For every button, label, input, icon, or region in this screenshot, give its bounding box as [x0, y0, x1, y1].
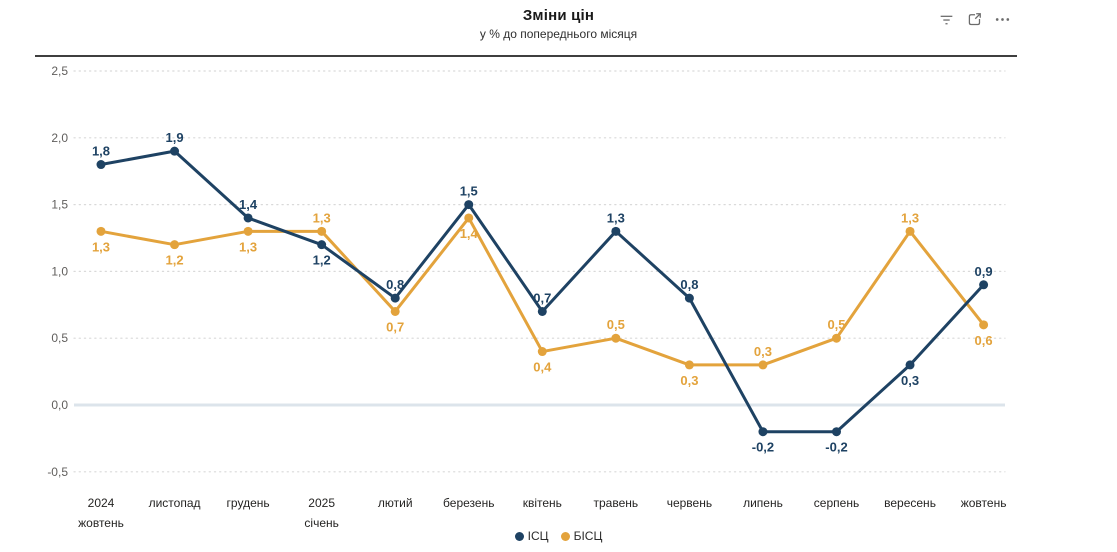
legend-item-bicc[interactable]: БІСЦ	[560, 529, 603, 543]
data-label: 1,2	[313, 253, 331, 268]
data-label: 0,7	[533, 290, 551, 305]
legend-label-icc: ІСЦ	[527, 529, 549, 543]
data-point[interactable]	[464, 213, 474, 223]
x-category-label: травень	[594, 496, 639, 510]
data-label: 0,6	[975, 333, 993, 348]
data-label: 0,3	[901, 373, 919, 388]
data-point[interactable]	[611, 333, 621, 343]
y-tick-label: 1,0	[51, 264, 68, 278]
x-category-label: вересень	[884, 496, 936, 510]
data-label: 1,3	[901, 210, 919, 225]
data-label: 1,8	[92, 144, 110, 159]
data-label: 1,3	[313, 210, 331, 225]
x-category-label: березень	[443, 496, 494, 510]
data-label: 1,2	[166, 253, 184, 268]
data-label: -0,2	[752, 440, 774, 455]
data-label: 1,9	[166, 130, 184, 145]
data-label: -0,2	[825, 440, 847, 455]
chart-header: Зміни цін у % до попереднього місяця	[0, 7, 1117, 41]
visual-header-icons	[938, 11, 1011, 28]
x-category-label: лютий	[378, 496, 413, 510]
data-label: 1,3	[239, 239, 257, 254]
data-point[interactable]	[611, 226, 621, 236]
data-point[interactable]	[96, 160, 106, 170]
legend-label-bicc: БІСЦ	[573, 529, 603, 543]
x-category-label: січень	[304, 516, 338, 530]
data-point[interactable]	[390, 293, 400, 303]
chart-title: Зміни цін	[522, 7, 595, 24]
focus-mode-icon[interactable]	[966, 11, 983, 28]
chart-subtitle: у % до попереднього місяця	[479, 27, 638, 41]
legend-marker-bicc	[560, 531, 570, 541]
data-point[interactable]	[905, 226, 915, 236]
data-label: 0,3	[754, 344, 772, 359]
legend-item-icc[interactable]: ІСЦ	[514, 529, 549, 543]
x-category-label: квітень	[523, 496, 562, 510]
x-category-label: листопад	[149, 496, 201, 510]
x-category-label: серпень	[814, 496, 859, 510]
data-label: 0,8	[386, 277, 404, 292]
data-point[interactable]	[170, 146, 180, 156]
data-point[interactable]	[979, 320, 989, 330]
data-point[interactable]	[684, 293, 694, 303]
data-label: 0,9	[975, 264, 993, 279]
data-point[interactable]	[170, 240, 180, 250]
x-category-year: 2024	[88, 496, 115, 510]
data-label: 1,4	[460, 226, 479, 241]
data-point[interactable]	[537, 306, 547, 316]
data-label: 0,7	[386, 319, 404, 334]
data-point[interactable]	[537, 347, 547, 357]
data-point[interactable]	[464, 200, 474, 210]
legend-marker-icc	[514, 531, 524, 541]
data-point[interactable]	[905, 360, 915, 370]
data-point[interactable]	[684, 360, 694, 370]
title-divider	[35, 55, 1017, 57]
y-tick-label: 0,5	[51, 331, 68, 345]
x-category-label: липень	[743, 496, 783, 510]
data-label: 1,4	[239, 197, 258, 212]
legend: ІСЦ БІСЦ	[0, 529, 1117, 543]
data-label: 0,4	[533, 360, 552, 375]
x-category-label: жовтень	[78, 516, 124, 530]
data-point[interactable]	[390, 306, 400, 316]
y-tick-label: 0,0	[51, 398, 68, 412]
x-category-label: жовтень	[961, 496, 1007, 510]
x-category-year: 2025	[308, 496, 335, 510]
x-category-label: грудень	[227, 496, 270, 510]
data-label: 1,3	[607, 210, 625, 225]
y-tick-label: 1,5	[51, 198, 68, 212]
data-point[interactable]	[758, 427, 768, 437]
y-tick-label: 2,5	[51, 64, 68, 78]
data-label: 0,3	[680, 373, 698, 388]
filter-icon[interactable]	[938, 11, 955, 28]
data-point[interactable]	[243, 226, 253, 236]
y-tick-label: 2,0	[51, 131, 68, 145]
data-point[interactable]	[317, 226, 327, 236]
data-label: 0,8	[680, 277, 698, 292]
more-options-icon[interactable]	[994, 11, 1011, 28]
data-point[interactable]	[243, 213, 253, 223]
data-label: 0,5	[607, 317, 625, 332]
data-label: 1,3	[92, 239, 110, 254]
data-point[interactable]	[758, 360, 768, 370]
data-label: 0,5	[827, 317, 845, 332]
data-label: 1,5	[460, 184, 478, 199]
data-point[interactable]	[96, 226, 106, 236]
data-point[interactable]	[832, 427, 841, 437]
data-point[interactable]	[317, 240, 327, 250]
y-tick-label: -0,5	[47, 465, 68, 479]
x-category-label: червень	[667, 496, 712, 510]
data-point[interactable]	[832, 333, 841, 343]
data-point[interactable]	[979, 280, 989, 290]
